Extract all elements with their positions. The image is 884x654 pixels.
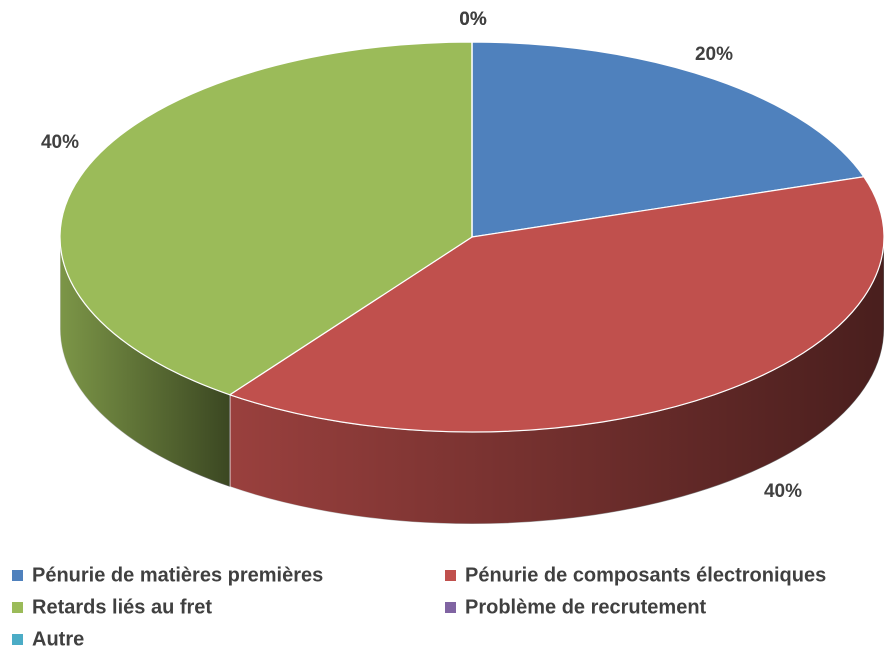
legend-label: Retards liés au fret: [32, 596, 212, 618]
data-label: 40%: [41, 132, 79, 153]
legend-label: Pénurie de matières premières: [32, 564, 323, 586]
legend-label: Autre: [32, 628, 84, 650]
data-label: 0%: [459, 9, 487, 30]
data-label: 20%: [695, 44, 733, 65]
legend-label: Pénurie de composants électroniques: [465, 564, 826, 586]
legend-swatch: [12, 602, 23, 613]
legend-swatch: [445, 602, 456, 613]
legend-swatch: [12, 634, 23, 645]
slice-top: [59, 41, 473, 396]
slice-top: [471, 41, 865, 238]
data-label: 40%: [764, 481, 802, 502]
side-shade: [229, 237, 884, 524]
side-shade: [60, 237, 230, 487]
slice-top: [229, 176, 884, 433]
legend-swatch: [12, 570, 23, 581]
legend-swatch: [445, 570, 456, 581]
data-label: 0%: [459, 9, 487, 30]
legend-label: Problème de recrutement: [465, 596, 707, 618]
